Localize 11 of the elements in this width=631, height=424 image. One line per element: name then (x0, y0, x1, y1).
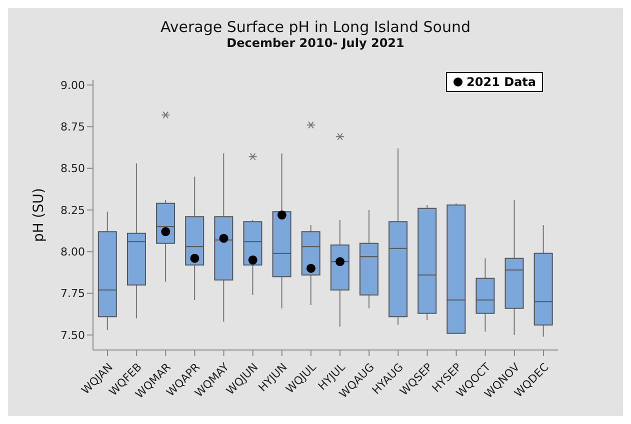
y-tick-label: 7.75 (60, 287, 85, 300)
y-tick-label: 8.00 (60, 246, 85, 259)
chart-title: Average Surface pH in Long Island Sound (160, 18, 472, 36)
y-tick-label: 8.75 (60, 120, 85, 134)
y-tick-label: 8.50 (60, 162, 85, 176)
chart-subtitle: December 2010- July 2021 (226, 36, 406, 50)
y-axis-title: pH (SU) (30, 188, 47, 242)
y-tick-label: 9.00 (60, 78, 85, 92)
y-tick-label: 8.25 (60, 204, 85, 217)
y-tick-label: 7.50 (60, 328, 85, 342)
legend-label: 2021 Data (466, 75, 536, 89)
